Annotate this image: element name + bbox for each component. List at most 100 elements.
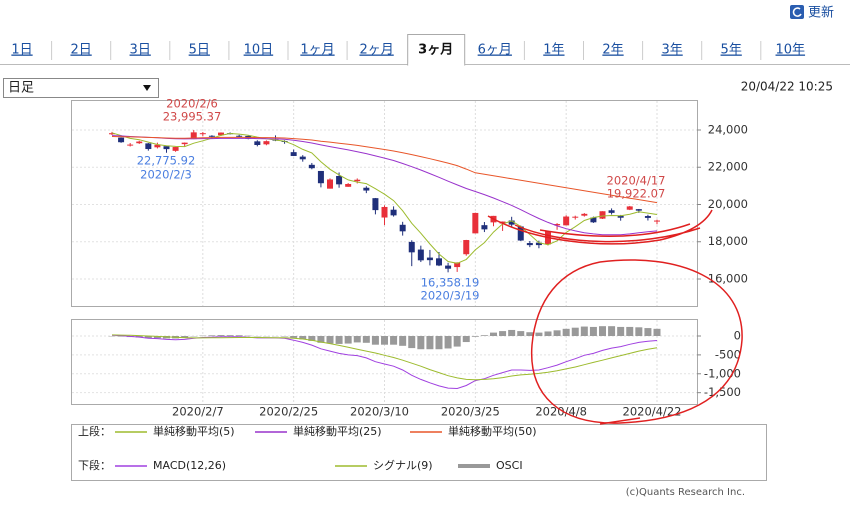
candle-body: [463, 240, 470, 255]
candle-body: [626, 206, 633, 210]
candle-body: [381, 206, 388, 218]
tab[interactable]: 3年: [661, 43, 682, 58]
credit: (c)Quants Research Inc.: [626, 487, 745, 498]
candle-body: [408, 241, 415, 253]
x-tick-label: 2020/2/25: [259, 405, 318, 419]
osci-bar: [462, 336, 470, 343]
candle-body: [254, 141, 261, 145]
legend-label: 単純移動平均(25): [293, 424, 382, 438]
osci-bar: [181, 336, 189, 338]
tab-selected-box: [407, 34, 466, 66]
tab[interactable]: 1年: [543, 43, 564, 58]
y-tick-label: 0: [734, 329, 741, 343]
candle-body: [208, 135, 215, 137]
refresh-button[interactable]: 更新: [790, 5, 834, 21]
y-tick-label: 22,000: [708, 160, 748, 174]
candle-body: [445, 265, 452, 269]
osci-bar: [435, 336, 443, 350]
osci-bar: [571, 327, 579, 336]
candle-body: [109, 133, 115, 135]
osci-bar: [617, 326, 625, 336]
x-tick-label: 2020/4/8: [535, 405, 587, 419]
select-arrow: [143, 85, 151, 91]
candle-body: [372, 198, 379, 211]
osci-bar: [371, 336, 379, 345]
osci-bar: [208, 335, 216, 336]
annotation-value: 22,775.92: [137, 154, 196, 168]
osci-bar: [399, 336, 407, 346]
tab[interactable]: 2年: [602, 43, 623, 58]
osci-bar: [453, 336, 461, 347]
osci-bar: [335, 336, 343, 344]
tab[interactable]: 10年: [776, 43, 806, 58]
candle-body: [617, 215, 624, 218]
annotation-date: 2020/3/19: [421, 289, 480, 303]
tab[interactable]: 3ヶ月: [418, 43, 453, 58]
annotation-date: 2020/2/3: [140, 168, 192, 182]
scribble-tail: [599, 417, 641, 425]
candle-body: [436, 258, 442, 266]
tab[interactable]: 5日: [189, 43, 210, 58]
y-tick-label: 16,000: [708, 271, 748, 285]
candle-body: [535, 242, 542, 246]
osci-bar: [599, 326, 606, 336]
candle-body: [599, 211, 606, 219]
tab[interactable]: 1日: [11, 43, 32, 58]
osci-bar: [344, 336, 352, 344]
y-tick-label: -500: [715, 347, 741, 361]
osci-bar: [544, 331, 552, 336]
y-tick-label: 20,000: [708, 197, 748, 211]
line-series: [111, 334, 658, 381]
candle-body: [145, 143, 152, 150]
x-tick-label: 2020/3/10: [350, 405, 409, 419]
candle-body: [172, 147, 179, 151]
candle-body: [236, 135, 243, 137]
tab[interactable]: 10日: [244, 43, 274, 58]
candle-body: [417, 249, 424, 261]
candle-body: [127, 144, 134, 146]
osci-bar: [471, 336, 479, 337]
osci-bar: [117, 336, 125, 337]
scribble-circle: [530, 259, 743, 424]
candle-body: [181, 142, 188, 145]
refresh-glyph: [792, 7, 802, 17]
osci-bar: [589, 326, 597, 336]
osci-bar: [153, 336, 161, 339]
osci-bar: [608, 326, 616, 336]
candle-body: [327, 179, 333, 189]
legend-label: 単純移動平均(5): [153, 424, 235, 438]
tab[interactable]: 1ヶ月: [300, 43, 334, 58]
osci-bar: [226, 335, 234, 336]
osci-bar: [326, 336, 334, 344]
tab[interactable]: 2ヶ月: [359, 43, 393, 58]
candle-body: [608, 210, 615, 213]
tab[interactable]: 5年: [721, 43, 742, 58]
candle-body: [263, 141, 270, 145]
line-series: [111, 136, 658, 204]
tab[interactable]: 3日: [130, 43, 151, 58]
period-select[interactable]: 日足: [3, 78, 159, 98]
osci-bar: [508, 329, 516, 336]
candle-body: [218, 132, 224, 136]
candle-body: [654, 220, 660, 222]
candle-body: [199, 133, 206, 135]
tab[interactable]: 6ヶ月: [478, 43, 512, 58]
annotation-value: 23,995.37: [163, 110, 222, 124]
osci-bar: [299, 336, 307, 340]
select-value: 日足: [8, 81, 34, 96]
refresh-icon: [790, 5, 804, 19]
y-tick-label: 18,000: [708, 234, 748, 248]
tab[interactable]: 2日: [70, 43, 91, 58]
annotation-date: 2020/2/6: [166, 97, 218, 111]
select-box: [3, 78, 159, 98]
osci-bar: [635, 327, 643, 336]
candle-body: [472, 212, 479, 234]
osci-bar: [480, 335, 488, 336]
osci-bar: [390, 336, 398, 345]
timestamp: 20/04/22 10:25: [741, 80, 833, 94]
legend-label: 単純移動平均(50): [448, 424, 537, 438]
tab-bar: 1日 2日 3日 5日 10日 1ヶ月 2ヶ月 3ヶ月 6ヶ月 1年 2年 3年 5年 10年: [11, 34, 806, 66]
annotation-value: 16,358.19: [421, 276, 480, 290]
osci-bar: [144, 336, 152, 339]
